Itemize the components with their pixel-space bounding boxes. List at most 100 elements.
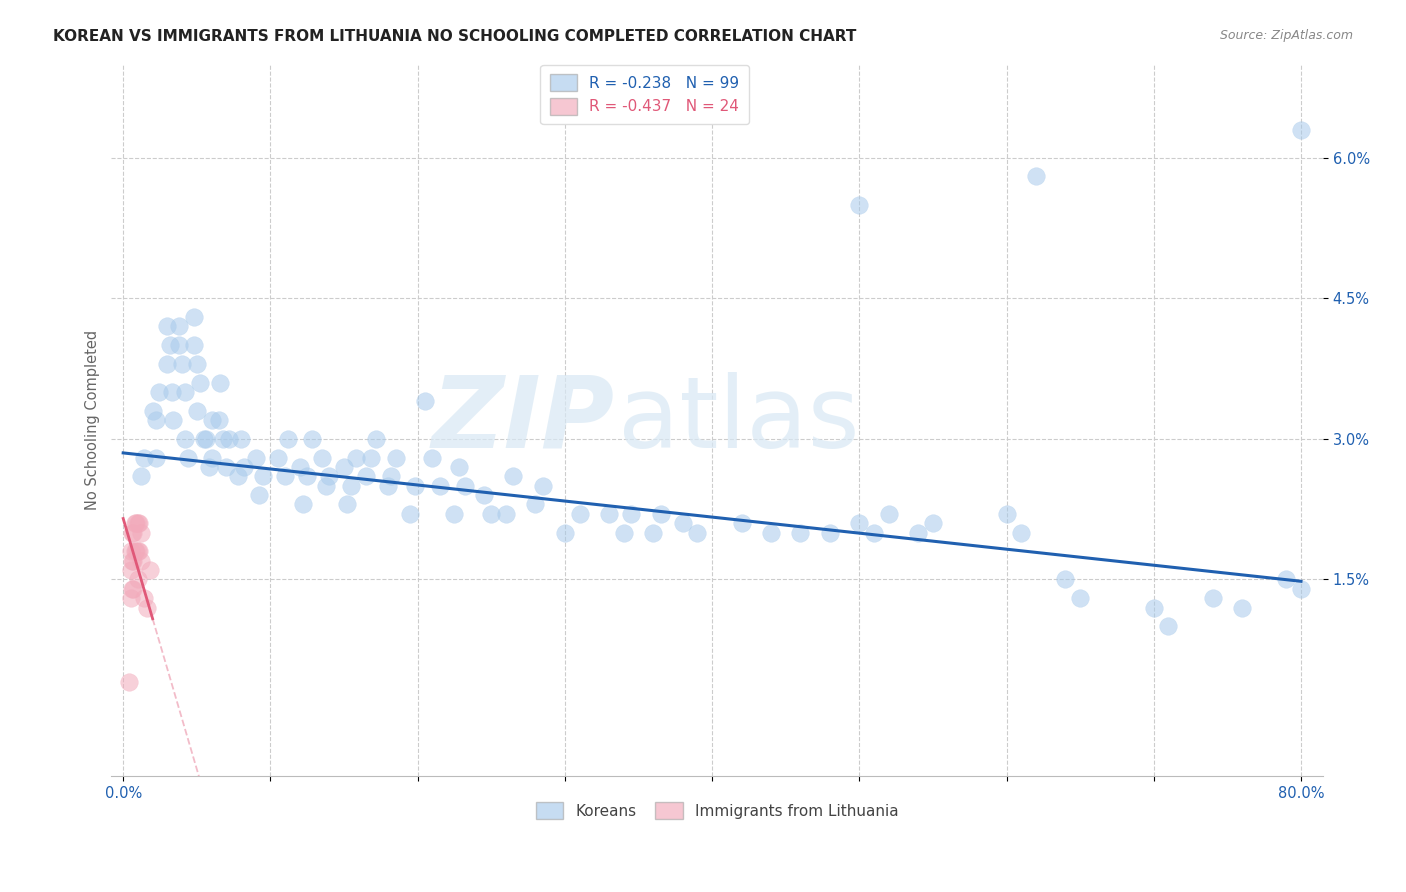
Point: [380, 469, 402, 483]
Point: [226, 469, 249, 483]
Point: [186, 403, 208, 417]
Point: [167, 319, 190, 334]
Point: [186, 357, 208, 371]
Point: [454, 479, 477, 493]
Point: [413, 394, 436, 409]
Point: [429, 479, 451, 493]
Point: [848, 197, 870, 211]
Point: [336, 498, 359, 512]
Point: [598, 507, 620, 521]
Point: [531, 479, 554, 493]
Point: [252, 469, 274, 483]
Point: [318, 469, 340, 483]
Point: [247, 488, 270, 502]
Point: [129, 469, 152, 483]
Point: [643, 525, 665, 540]
Point: [443, 507, 465, 521]
Point: [122, 525, 145, 540]
Point: [267, 450, 290, 465]
Point: [877, 507, 900, 521]
Text: KOREAN VS IMMIGRANTS FROM LITHUANIA NO SCHOOLING COMPLETED CORRELATION CHART: KOREAN VS IMMIGRANTS FROM LITHUANIA NO S…: [53, 29, 856, 44]
Point: [197, 460, 219, 475]
Point: [124, 516, 146, 531]
Point: [125, 544, 148, 558]
Point: [730, 516, 752, 531]
Point: [177, 450, 200, 465]
Point: [422, 450, 444, 465]
Point: [145, 413, 167, 427]
Point: [1275, 573, 1298, 587]
Point: [145, 450, 167, 465]
Point: [118, 675, 141, 690]
Point: [1010, 525, 1032, 540]
Point: [333, 460, 356, 475]
Point: [524, 498, 547, 512]
Point: [495, 507, 517, 521]
Point: [120, 591, 142, 606]
Point: [502, 469, 524, 483]
Point: [1289, 582, 1312, 596]
Point: [672, 516, 695, 531]
Point: [194, 432, 217, 446]
Point: [995, 507, 1018, 521]
Point: [183, 310, 205, 324]
Point: [818, 525, 841, 540]
Point: [686, 525, 709, 540]
Point: [193, 432, 215, 446]
Text: atlas: atlas: [617, 372, 859, 468]
Point: [344, 450, 367, 465]
Point: [174, 384, 197, 399]
Point: [277, 432, 299, 446]
Point: [148, 384, 170, 399]
Point: [245, 450, 267, 465]
Point: [138, 563, 160, 577]
Point: [354, 469, 377, 483]
Point: [360, 450, 382, 465]
Point: [162, 413, 184, 427]
Point: [188, 376, 211, 390]
Point: [274, 469, 297, 483]
Point: [399, 507, 422, 521]
Point: [156, 357, 179, 371]
Point: [297, 469, 319, 483]
Point: [650, 507, 672, 521]
Point: [863, 525, 886, 540]
Point: [1054, 573, 1077, 587]
Point: [174, 432, 197, 446]
Point: [377, 479, 399, 493]
Point: [479, 507, 502, 521]
Point: [128, 544, 150, 558]
Point: [1201, 591, 1223, 606]
Point: [135, 600, 157, 615]
Point: [848, 516, 870, 531]
Point: [340, 479, 363, 493]
Point: [613, 525, 636, 540]
Point: [132, 450, 155, 465]
Point: [311, 450, 333, 465]
Point: [1069, 591, 1091, 606]
Point: [288, 460, 311, 475]
Point: [120, 544, 142, 558]
Point: [789, 525, 811, 540]
Point: [128, 516, 150, 531]
Point: [208, 413, 231, 427]
Point: [291, 498, 314, 512]
Point: [183, 338, 205, 352]
Point: [212, 432, 235, 446]
Point: [129, 525, 152, 540]
Point: [366, 432, 388, 446]
Point: [215, 460, 238, 475]
Y-axis label: No Schooling Completed: No Schooling Completed: [86, 330, 100, 510]
Point: [156, 319, 179, 334]
Point: [404, 479, 426, 493]
Point: [200, 413, 222, 427]
Text: ZIP: ZIP: [432, 372, 614, 468]
Point: [907, 525, 929, 540]
Point: [121, 582, 143, 596]
Point: [132, 591, 155, 606]
Point: [447, 460, 470, 475]
Point: [759, 525, 782, 540]
Point: [232, 460, 254, 475]
Point: [142, 403, 165, 417]
Point: [121, 525, 143, 540]
